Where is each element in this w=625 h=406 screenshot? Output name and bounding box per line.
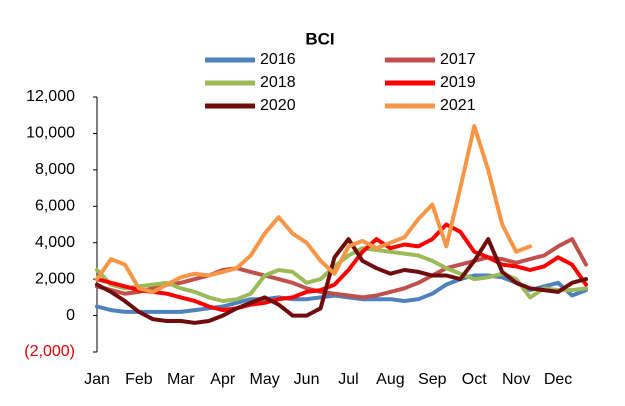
legend-label: 2021 bbox=[440, 97, 476, 114]
x-tick-label: Jun bbox=[294, 371, 320, 388]
x-tick-label: Sep bbox=[418, 371, 447, 388]
legend-label: 2020 bbox=[260, 97, 296, 114]
y-tick-label: 6,000 bbox=[35, 198, 75, 215]
x-tick-label: Aug bbox=[376, 371, 404, 388]
series-line bbox=[95, 222, 588, 313]
series-line bbox=[95, 124, 533, 294]
x-tick-label: Jul bbox=[338, 371, 358, 388]
x-tick-label: Apr bbox=[210, 371, 236, 388]
series-line bbox=[95, 237, 588, 325]
chart-title: BCI bbox=[305, 29, 334, 48]
x-tick-label: May bbox=[250, 371, 280, 388]
legend-label: 2019 bbox=[440, 74, 476, 91]
y-tick-label: 10,000 bbox=[26, 125, 75, 142]
legend-label: 2017 bbox=[440, 51, 476, 68]
y-tick-label: 2,000 bbox=[35, 270, 75, 287]
legend-label: 2018 bbox=[260, 74, 296, 91]
x-tick-label: Jan bbox=[84, 371, 110, 388]
y-tick-label: 0 bbox=[66, 307, 75, 324]
y-tick-label: 4,000 bbox=[35, 234, 75, 251]
legend-label: 2016 bbox=[260, 51, 296, 68]
x-tick-label: Oct bbox=[462, 371, 487, 388]
x-tick-label: Feb bbox=[125, 371, 153, 388]
series-line bbox=[95, 237, 588, 300]
x-tick-label: Dec bbox=[544, 371, 572, 388]
y-tick-label: 8,000 bbox=[35, 161, 75, 178]
x-tick-label: Mar bbox=[167, 371, 195, 388]
y-tick-label: (2,000) bbox=[24, 343, 75, 360]
y-tick-label: 12,000 bbox=[26, 88, 75, 105]
x-tick-label: Nov bbox=[502, 371, 530, 388]
